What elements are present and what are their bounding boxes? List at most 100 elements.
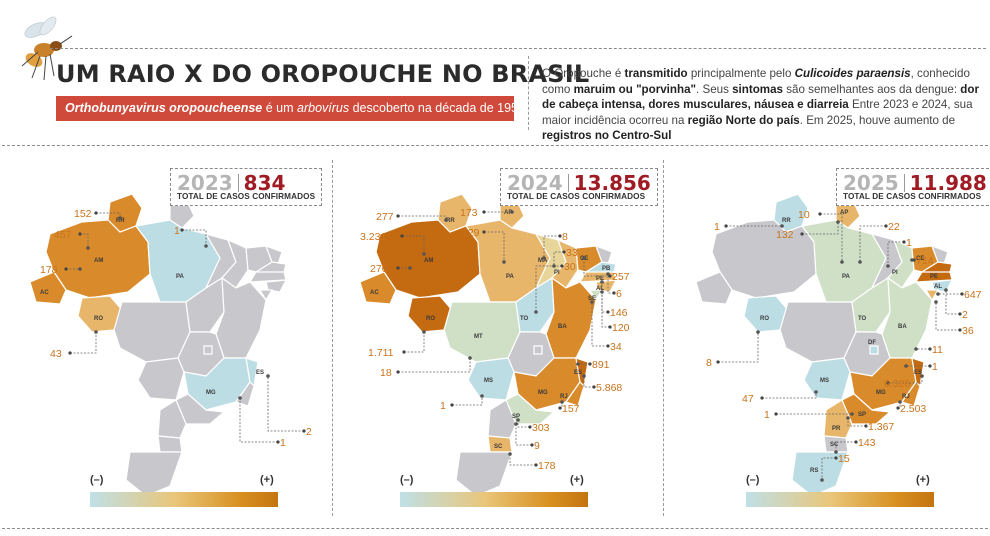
case-label: 33	[566, 247, 578, 259]
mosquito-marker	[502, 260, 506, 264]
leader-dot	[402, 350, 406, 354]
case-label: 30	[564, 261, 576, 273]
total-caption: TOTAL DE CASOS CONFIRMADOS	[177, 192, 316, 201]
leader-dot	[482, 210, 486, 214]
mosquito-marker	[560, 400, 564, 404]
states-2025	[695, 193, 953, 497]
legend-scale-2024: (–) (+)	[400, 472, 710, 512]
case-label: 714	[916, 255, 934, 267]
legend-gradient	[746, 492, 934, 507]
case-label: 1	[906, 237, 912, 249]
case-label: 11	[932, 344, 943, 356]
state-code: SP	[512, 414, 520, 420]
state-code: RO	[426, 316, 435, 322]
mosquito-marker	[118, 216, 122, 220]
mosquito-marker	[904, 364, 908, 368]
legend-max: (+)	[260, 474, 274, 486]
leader-dot	[716, 360, 720, 364]
case-label: 9	[534, 440, 540, 452]
case-label: 152	[74, 208, 92, 220]
state-code: AM	[424, 258, 433, 264]
state-codes-2025: RR AP PA PI CE PE AL RO TO BA DF MG MS S…	[760, 210, 942, 474]
state-code: PE	[930, 274, 938, 280]
mosquito-marker	[836, 220, 840, 224]
state-code: ES	[914, 370, 922, 376]
mosquito-marker	[444, 218, 448, 222]
state-code: SC	[830, 442, 839, 448]
case-label: 178	[40, 264, 58, 276]
leader-dot	[64, 267, 68, 271]
case-label: 8	[706, 357, 712, 369]
state-code: AL	[596, 286, 604, 292]
leader-dot	[450, 403, 454, 407]
mosquito-marker	[944, 288, 948, 292]
state-code: AC	[40, 290, 49, 296]
case-label: 1	[174, 225, 180, 237]
mosquito-marker	[576, 362, 580, 366]
case-label: 1	[764, 409, 770, 421]
legend-max: (+)	[570, 474, 584, 486]
mosquito-marker	[820, 478, 824, 482]
leader-dot	[606, 344, 610, 348]
leader-dot	[774, 412, 778, 416]
state-code: CE	[916, 256, 924, 262]
leader-dot	[400, 234, 404, 238]
case-label: 457	[54, 229, 72, 241]
mosquito-marker	[846, 416, 850, 420]
leader-dot	[886, 381, 890, 385]
panel-2023: RR AM AC RO PA MG ES 152 457 178 43 1 2 …	[10, 162, 323, 512]
state-code: MG	[538, 390, 548, 396]
leader-dot	[396, 266, 400, 270]
mosquito-marker	[914, 347, 918, 351]
mosquito-marker	[898, 400, 902, 404]
panel-divider-1	[332, 160, 333, 516]
state-ba	[545, 277, 597, 359]
mosquito-marker	[480, 394, 484, 398]
case-label: 157	[562, 403, 580, 415]
state-code: PR	[832, 426, 841, 432]
state-code: PA	[176, 274, 185, 280]
leader-dot	[834, 456, 838, 460]
legend-gradient	[90, 492, 278, 507]
state-codes-2024: RR AM AC RO MT MS AP PA MA PI TO CE PB P…	[370, 210, 611, 450]
mosquito-marker	[858, 260, 862, 264]
state-code: MT	[474, 334, 483, 340]
state-code: MG	[206, 390, 216, 396]
state-code: PA	[506, 274, 515, 280]
state-code: ES	[256, 370, 264, 376]
mosquito-marker	[422, 252, 426, 256]
mosquito-marker	[590, 300, 594, 304]
leader-dot	[960, 292, 964, 296]
panel-divider-2	[663, 160, 664, 516]
mosquito-marker	[542, 256, 546, 260]
species-name: Orthobunyavirus oropoucheense	[65, 101, 263, 115]
mosquito-marker	[516, 418, 520, 422]
header-rule	[2, 145, 988, 146]
mosquito-marker	[582, 374, 586, 378]
state-ms	[137, 357, 185, 401]
case-label: 1	[280, 437, 286, 449]
case-label: 132	[776, 229, 794, 241]
case-label: 1	[440, 400, 446, 412]
mosquito-marker	[850, 412, 854, 416]
state-codes-2023: RR AM AC RO PA MG ES	[40, 218, 264, 396]
leader-dot	[180, 228, 184, 232]
state-code: PE	[596, 276, 604, 282]
case-label: 3.231	[360, 231, 386, 243]
arbovirus-word: arbovírus	[297, 101, 350, 115]
state-code: PI	[892, 270, 898, 276]
mosquito-marker	[266, 374, 270, 378]
case-label: 178	[538, 460, 556, 472]
leader-dot	[760, 396, 764, 400]
leader-dot	[528, 425, 532, 429]
mosquito-marker	[408, 266, 412, 270]
header-divider	[528, 56, 529, 130]
legend-scale-2023: (–) (+)	[90, 472, 400, 512]
state-code: RS	[810, 468, 818, 474]
leader-dot	[592, 385, 596, 389]
mosquito-marker	[508, 452, 512, 456]
leader-dot	[854, 440, 858, 444]
case-label: 1	[932, 361, 938, 373]
mosquito-marker	[552, 264, 556, 268]
total-cases: 13.856	[573, 171, 651, 195]
